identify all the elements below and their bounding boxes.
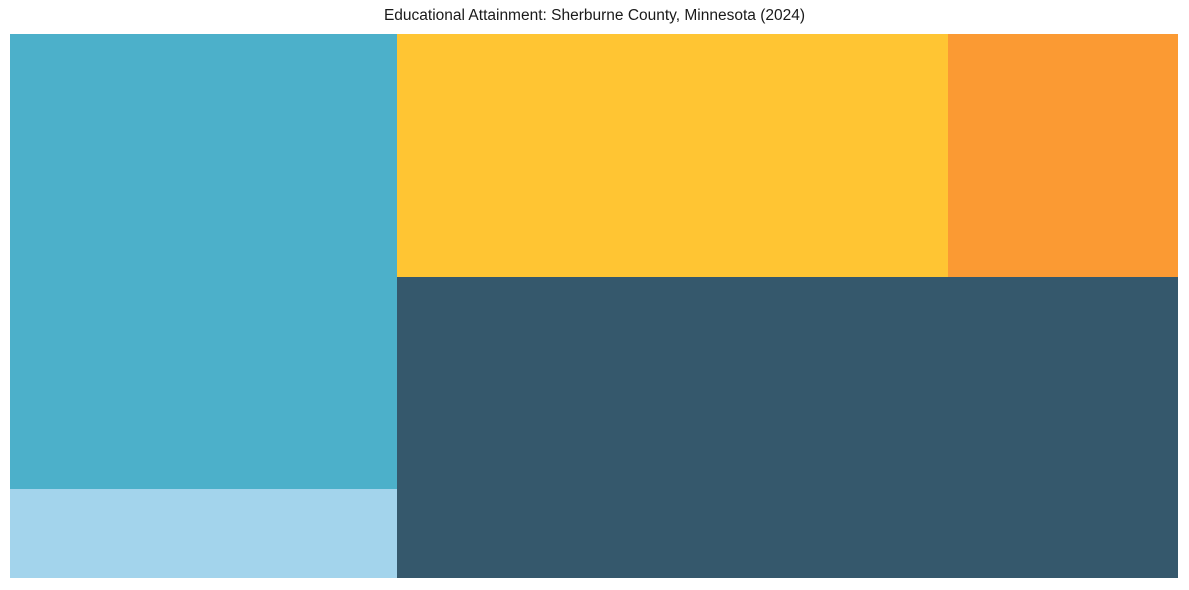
treemap-tile-associates-degree[interactable]: Associate's degree: [397, 277, 1178, 578]
treemap-tile-some-college-no-degree[interactable]: Some college, no degree: [10, 34, 397, 489]
treemap-plot-area: Some college, no degreeGraduate or profe…: [10, 34, 1178, 578]
treemap-tile-graduate-or-professional-degree[interactable]: Graduate or professional degree: [10, 489, 397, 578]
treemap-tile-high-school-graduate[interactable]: High school graduate (includes equivalen…: [397, 34, 948, 277]
treemap-tile-bachelors-degree[interactable]: Bachelor's degree: [948, 34, 1178, 277]
page-title: Educational Attainment: Sherburne County…: [383, 7, 806, 24]
